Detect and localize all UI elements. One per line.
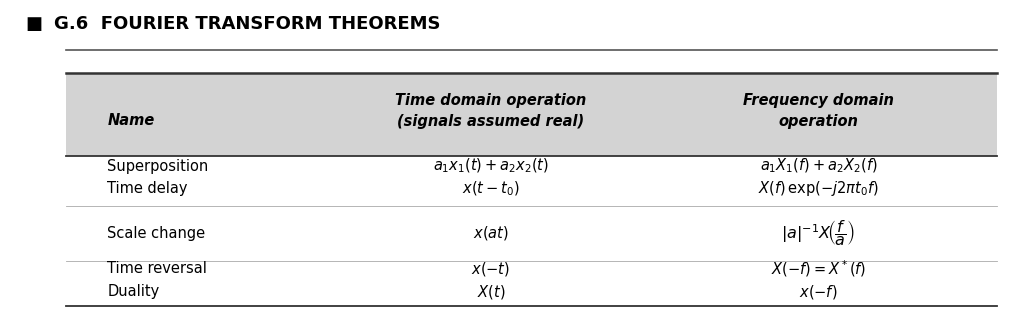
Text: ■: ■: [26, 15, 43, 33]
Text: Scale change: Scale change: [107, 226, 206, 241]
Text: Superposition: Superposition: [107, 158, 209, 174]
Text: $x(-f)$: $x(-f)$: [799, 283, 838, 301]
Text: $x(t - t_0)$: $x(t - t_0)$: [462, 179, 520, 198]
Text: G.6  FOURIER TRANSFORM THEOREMS: G.6 FOURIER TRANSFORM THEOREMS: [54, 15, 441, 33]
Text: Time domain operation
(signals assumed real): Time domain operation (signals assumed r…: [396, 93, 586, 129]
Text: $|a|^{-1}X\!\left(\dfrac{f}{a}\right)$: $|a|^{-1}X\!\left(\dfrac{f}{a}\right)$: [782, 218, 855, 248]
Text: Frequency domain
operation: Frequency domain operation: [743, 93, 894, 129]
Text: $x(at)$: $x(at)$: [473, 224, 509, 242]
Text: Name: Name: [107, 113, 154, 128]
Text: Duality: Duality: [107, 284, 160, 299]
Text: $X(t)$: $X(t)$: [477, 283, 505, 301]
Text: $a_1X_1(f) + a_2X_2(f)$: $a_1X_1(f) + a_2X_2(f)$: [760, 157, 877, 175]
Text: $X(-f) = X^*(f)$: $X(-f) = X^*(f)$: [770, 259, 866, 279]
Text: $x(-t)$: $x(-t)$: [472, 260, 510, 278]
Text: Time reversal: Time reversal: [107, 261, 208, 276]
Bar: [66, 73, 997, 156]
Text: Time delay: Time delay: [107, 181, 188, 196]
Text: $X(f)\,\exp(-j2\pi t_0 f)$: $X(f)\,\exp(-j2\pi t_0 f)$: [758, 179, 879, 198]
Text: $a_1x_1(t) + a_2x_2(t)$: $a_1x_1(t) + a_2x_2(t)$: [433, 157, 549, 175]
